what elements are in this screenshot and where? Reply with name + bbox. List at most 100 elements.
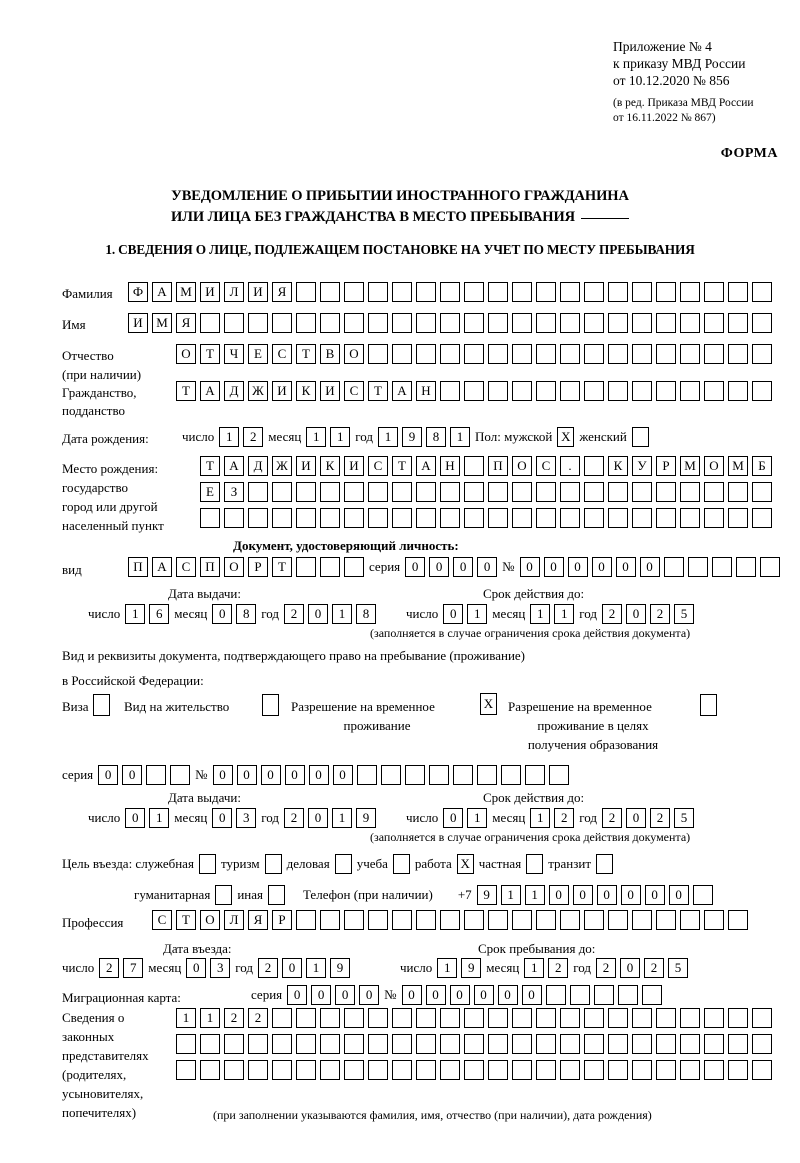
char-cell[interactable] (680, 910, 700, 930)
char-cell[interactable] (680, 282, 700, 302)
char-cell[interactable] (704, 381, 724, 401)
char-cell[interactable]: 0 (453, 557, 474, 577)
legal-rep-boxes-row-2[interactable] (176, 1034, 772, 1054)
char-cell[interactable]: 0 (287, 985, 308, 1005)
char-cell[interactable] (296, 508, 316, 528)
char-cell[interactable]: 9 (356, 808, 377, 828)
char-cell[interactable] (584, 313, 604, 333)
char-cell[interactable]: Д (248, 456, 268, 476)
char-cell[interactable]: У (632, 456, 652, 476)
char-cell[interactable]: П (488, 456, 508, 476)
char-cell[interactable]: 2 (224, 1008, 244, 1028)
char-cell[interactable] (560, 1060, 580, 1080)
char-cell[interactable] (356, 765, 377, 785)
char-cell[interactable]: П (128, 557, 148, 577)
char-cell[interactable] (392, 910, 412, 930)
char-cell[interactable]: 1 (125, 604, 146, 624)
char-cell[interactable]: 8 (236, 604, 257, 624)
char-cell[interactable] (200, 1060, 220, 1080)
char-cell[interactable] (272, 508, 292, 528)
char-cell[interactable] (488, 344, 508, 364)
char-cell[interactable] (728, 313, 748, 333)
char-cell[interactable] (752, 508, 772, 528)
char-cell[interactable]: 5 (674, 808, 695, 828)
char-cell[interactable] (488, 1060, 508, 1080)
char-cell[interactable] (320, 282, 340, 302)
char-cell[interactable] (344, 313, 364, 333)
char-cell[interactable] (368, 344, 388, 364)
char-cell[interactable]: 1 (332, 808, 353, 828)
char-cell[interactable]: Р (248, 557, 268, 577)
char-cell[interactable] (344, 508, 364, 528)
char-cell[interactable]: 0 (125, 808, 146, 828)
char-cell[interactable] (596, 854, 614, 874)
char-cell[interactable] (476, 765, 497, 785)
char-cell[interactable] (680, 1008, 700, 1028)
char-cell[interactable]: 1 (437, 958, 458, 978)
char-cell[interactable] (728, 482, 748, 502)
char-cell[interactable] (296, 1060, 316, 1080)
char-cell[interactable] (704, 282, 724, 302)
char-cell[interactable] (464, 482, 484, 502)
sex-female-checkbox[interactable] (631, 427, 649, 447)
char-cell[interactable]: Т (200, 456, 220, 476)
char-cell[interactable]: 1 (200, 1008, 220, 1028)
char-cell[interactable] (344, 1034, 364, 1054)
char-cell[interactable]: М (728, 456, 748, 476)
char-cell[interactable]: 1 (306, 427, 327, 447)
char-cell[interactable] (752, 1008, 772, 1028)
char-cell[interactable] (272, 313, 292, 333)
char-cell[interactable] (656, 1060, 676, 1080)
char-cell[interactable] (656, 1008, 676, 1028)
char-cell[interactable] (752, 282, 772, 302)
char-cell[interactable] (416, 344, 436, 364)
char-cell[interactable]: Т (368, 381, 388, 401)
char-cell[interactable]: 0 (236, 765, 257, 785)
char-cell[interactable]: 2 (548, 958, 569, 978)
char-cell[interactable]: К (608, 456, 628, 476)
char-cell[interactable] (728, 344, 748, 364)
char-cell[interactable] (536, 313, 556, 333)
char-cell[interactable] (632, 313, 652, 333)
char-cell[interactable] (680, 482, 700, 502)
char-cell[interactable] (631, 427, 649, 447)
char-cell[interactable]: О (512, 456, 532, 476)
char-cell[interactable]: М (680, 456, 700, 476)
char-cell[interactable]: 2 (243, 427, 264, 447)
char-cell[interactable]: С (152, 910, 172, 930)
char-cell[interactable] (704, 508, 724, 528)
char-cell[interactable]: Р (272, 910, 292, 930)
purpose-other-checkbox[interactable] (267, 885, 285, 905)
char-cell[interactable]: С (272, 344, 292, 364)
char-cell[interactable]: 3 (210, 958, 231, 978)
char-cell[interactable] (608, 1060, 628, 1080)
char-cell[interactable]: 0 (425, 985, 446, 1005)
char-cell[interactable]: 3 (236, 808, 257, 828)
char-cell[interactable] (632, 1008, 652, 1028)
char-cell[interactable] (344, 910, 364, 930)
char-cell[interactable]: 0 (332, 765, 353, 785)
char-cell[interactable] (608, 482, 628, 502)
char-cell[interactable] (224, 1034, 244, 1054)
residence-permit-checkbox[interactable] (262, 694, 279, 716)
char-cell[interactable] (176, 1034, 196, 1054)
char-cell[interactable] (296, 557, 316, 577)
char-cell[interactable] (320, 1034, 340, 1054)
char-cell[interactable]: Е (248, 344, 268, 364)
char-cell[interactable] (735, 557, 756, 577)
char-cell[interactable]: 1 (524, 885, 545, 905)
purpose-official-checkbox[interactable] (198, 854, 216, 874)
char-cell[interactable] (368, 313, 388, 333)
char-cell[interactable]: 8 (356, 604, 377, 624)
char-cell[interactable] (392, 282, 412, 302)
char-cell[interactable] (752, 381, 772, 401)
char-cell[interactable]: 0 (212, 765, 233, 785)
char-cell[interactable] (700, 694, 717, 716)
